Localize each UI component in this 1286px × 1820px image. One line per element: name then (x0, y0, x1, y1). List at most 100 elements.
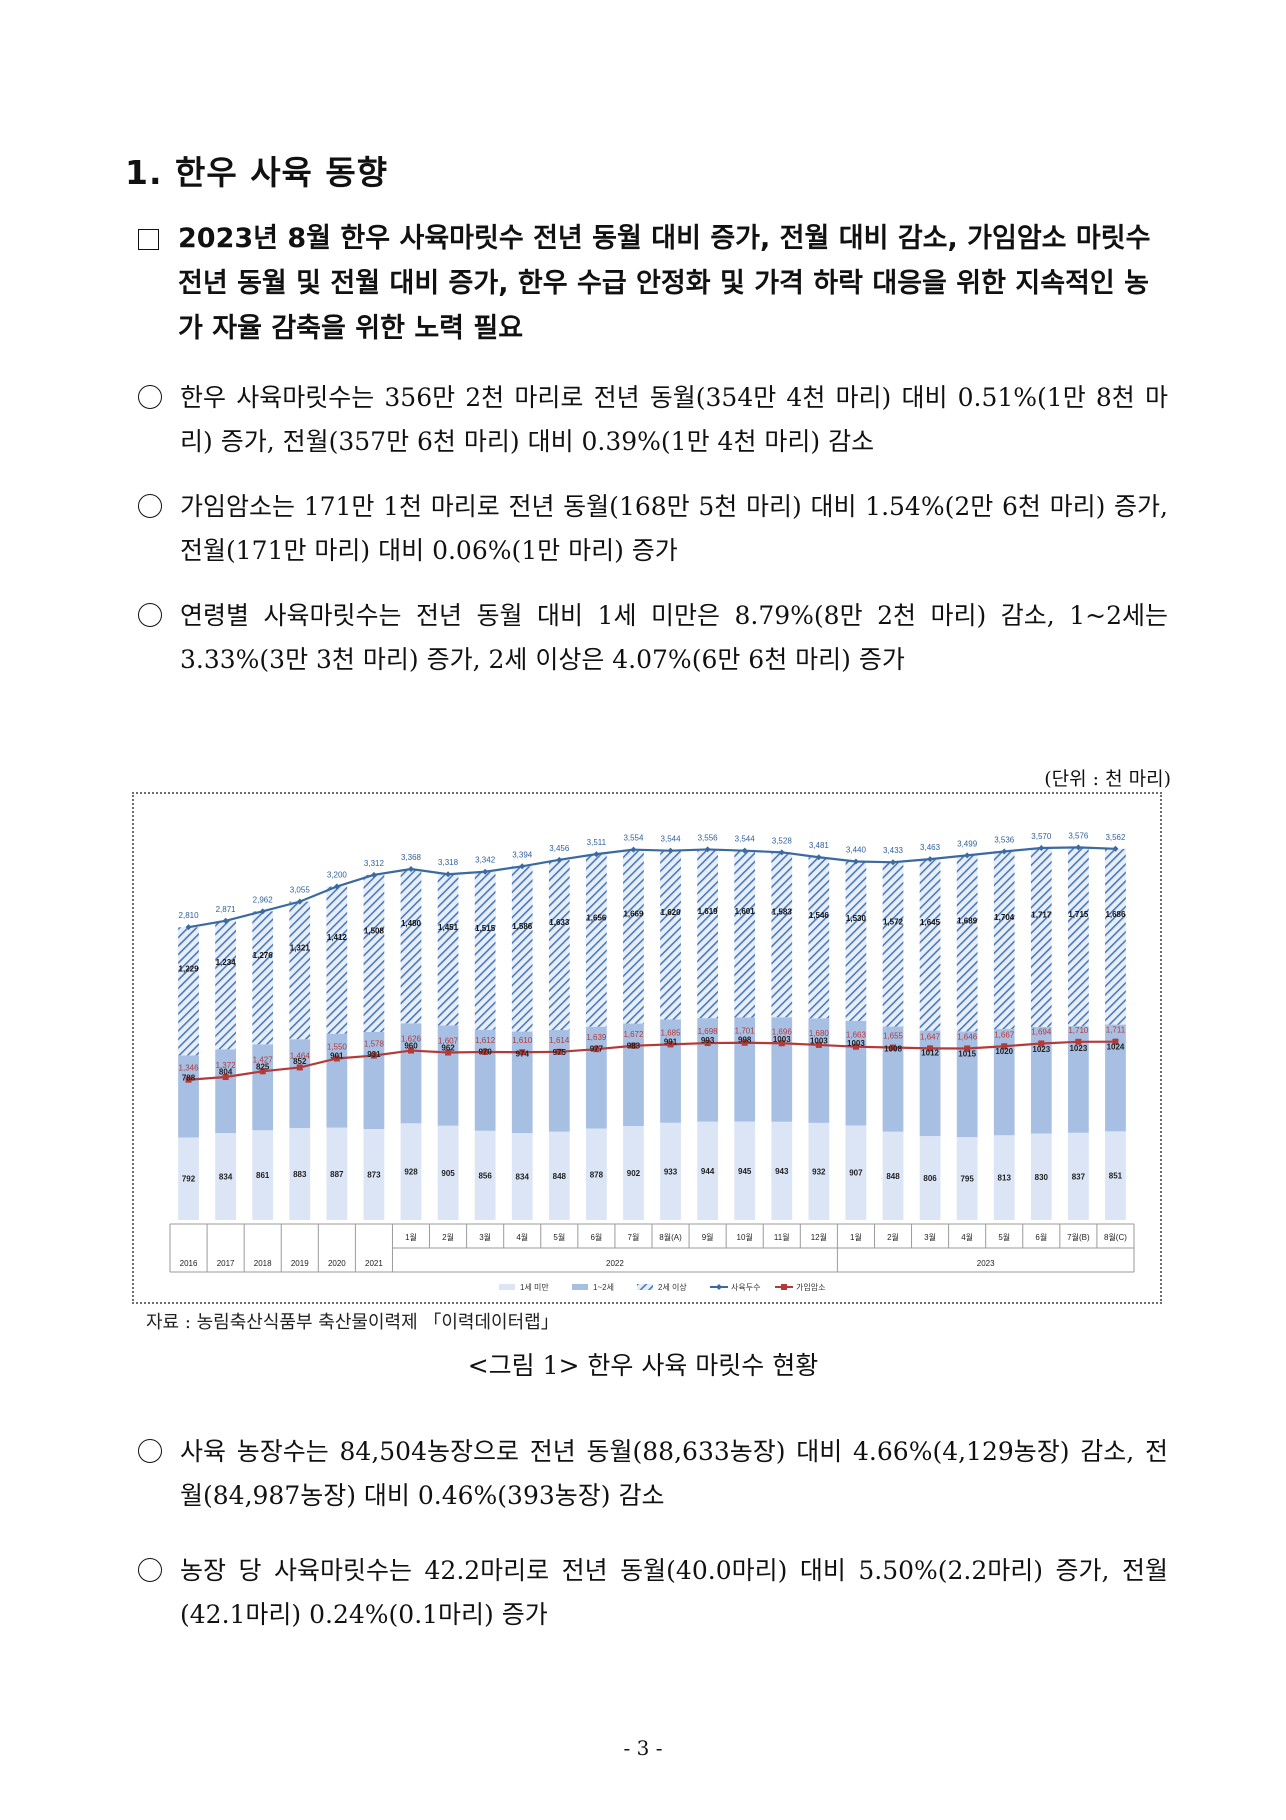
line-female (188, 1040, 1116, 1081)
bar-2yr-plus (548, 859, 570, 1031)
data-label-female: 1,614 (549, 1036, 570, 1045)
source-note: 자료 : 농림축산식품부 축산물이력제 「이력데이터랩」 (146, 1312, 559, 1333)
data-label-female: 1,667 (994, 1030, 1015, 1039)
bar-2yr-plus (437, 874, 459, 1026)
bar-under-1yr (697, 1121, 718, 1220)
line-marker (667, 1041, 674, 1048)
circle-bullet-icon (138, 603, 162, 627)
data-label-2yr-plus: 1,689 (957, 916, 978, 925)
legend-label: 가임암소 (796, 1282, 825, 1292)
section-title: 1. 한우 사육 동향 (125, 153, 389, 192)
line-marker (630, 1042, 637, 1049)
data-label-1-2yr: 983 (627, 1042, 641, 1051)
bar-2yr-plus (882, 862, 904, 1027)
line-marker (482, 868, 489, 875)
data-label-1-2yr: 970 (478, 1048, 492, 1057)
data-label-total: 3,556 (698, 833, 719, 842)
data-label-total: 3,528 (772, 836, 793, 845)
line-marker (1001, 848, 1008, 855)
bar-2yr-plus (252, 911, 274, 1045)
tick-label: 6월 (590, 1232, 602, 1242)
paragraph: 농장 당 사육마릿수는 42.2마리로 전년 동월(40.0마리) 대비 5.5… (138, 1549, 1168, 1637)
data-label-under-1yr: 837 (1072, 1172, 1086, 1181)
bar-1-2yr (919, 1030, 941, 1137)
paragraph: 한우 사육마릿수는 356만 2천 마리로 전년 동월(354만 4천 마리) … (138, 376, 1168, 464)
tick-label: 1월 (850, 1232, 862, 1242)
data-label-2yr-plus: 1,572 (883, 918, 904, 927)
bar-1-2yr (400, 1023, 422, 1124)
data-label-under-1yr: 813 (998, 1174, 1012, 1183)
bar-2yr-plus (215, 920, 236, 1050)
line-marker (704, 846, 711, 853)
data-label-2yr-plus: 1,276 (253, 951, 274, 960)
data-label-1-2yr: 1023 (1032, 1045, 1050, 1054)
data-label-1-2yr: 1020 (995, 1047, 1013, 1056)
paragraph: 연령별 사육마릿수는 전년 동월 대비 1세 미만은 8.79%(8만 2천 마… (138, 594, 1168, 682)
line-marker (852, 858, 859, 865)
data-label-female: 1,607 (438, 1037, 459, 1046)
bar-2yr-plus (956, 855, 978, 1032)
data-label-total: 3,481 (809, 841, 830, 850)
bar-under-1yr (474, 1130, 496, 1220)
bar-2yr-plus (808, 857, 830, 1019)
tick-label: 2월 (442, 1232, 454, 1242)
data-label-1-2yr: 977 (590, 1045, 604, 1054)
data-label-2yr-plus: 1,717 (1031, 910, 1052, 919)
summary-box: 2023년 8월 한우 사육마릿수 전년 동월 대비 증가, 전월 대비 감소,… (138, 216, 1168, 351)
data-label-1-2yr: 998 (738, 1036, 752, 1045)
data-label-female: 1,626 (401, 1035, 422, 1044)
bar-under-1yr (252, 1130, 274, 1220)
data-label-female: 1,464 (290, 1051, 311, 1060)
data-label-under-1yr: 933 (664, 1167, 678, 1176)
data-label-2yr-plus: 1,508 (364, 926, 385, 935)
data-label-female: 1,685 (661, 1028, 682, 1037)
data-label-female: 1,698 (698, 1027, 719, 1036)
bar-1-2yr (474, 1029, 496, 1131)
tick-label: 4월 (961, 1232, 973, 1242)
data-label-under-1yr: 806 (923, 1174, 937, 1183)
line-marker (259, 908, 266, 915)
tick-label: 4월 (516, 1232, 528, 1242)
bar-1-2yr (215, 1049, 236, 1134)
tick-label: 2021 (365, 1259, 383, 1268)
data-label-total: 3,576 (1068, 831, 1089, 840)
data-label-under-1yr: 848 (886, 1172, 900, 1181)
bar-1-2yr (1105, 1024, 1126, 1132)
tick-label: 2019 (291, 1259, 309, 1268)
line-marker (1075, 844, 1082, 851)
line-marker (185, 1076, 192, 1083)
data-label-total: 3,511 (587, 838, 607, 847)
line-marker (408, 1047, 414, 1054)
data-label-total: 3,200 (327, 871, 348, 880)
data-label-female: 1,610 (512, 1036, 533, 1045)
bar-2yr-plus (400, 869, 422, 1024)
data-label-2yr-plus: 1,633 (549, 918, 570, 927)
paragraph-text: 한우 사육마릿수는 356만 2천 마리로 전년 동월(354만 4천 마리) … (180, 383, 1168, 456)
data-label-2yr-plus: 1,704 (994, 913, 1015, 922)
data-label-female: 1,672 (623, 1030, 644, 1039)
line-marker (593, 1046, 600, 1053)
data-label-1-2yr: 975 (553, 1048, 567, 1057)
tick-label: 2020 (328, 1259, 346, 1268)
data-label-female: 1,711 (1106, 1026, 1126, 1035)
bar-2yr-plus (289, 901, 311, 1040)
bar-under-1yr (400, 1123, 422, 1220)
bar-under-1yr (623, 1126, 644, 1220)
data-label-female: 1,550 (327, 1042, 348, 1051)
data-label-1-2yr: 804 (219, 1067, 233, 1076)
line-marker (852, 1043, 859, 1050)
bar-1-2yr (993, 1028, 1015, 1136)
bar-under-1yr (326, 1127, 348, 1220)
data-label-2yr-plus: 1,451 (438, 923, 459, 932)
line-marker (630, 846, 637, 853)
bar-1-2yr (882, 1026, 904, 1132)
tick-label: 8월(A) (659, 1232, 682, 1242)
bar-2yr-plus (474, 871, 496, 1030)
data-label-under-1yr: 943 (775, 1167, 789, 1176)
data-label-2yr-plus: 1,321 (290, 943, 311, 952)
bar-2yr-plus (363, 874, 385, 1033)
bar-under-1yr (289, 1127, 311, 1220)
data-label-1-2yr: 1015 (958, 1049, 976, 1058)
bar-2yr-plus (178, 927, 199, 1056)
data-label-female: 1,647 (920, 1032, 941, 1041)
